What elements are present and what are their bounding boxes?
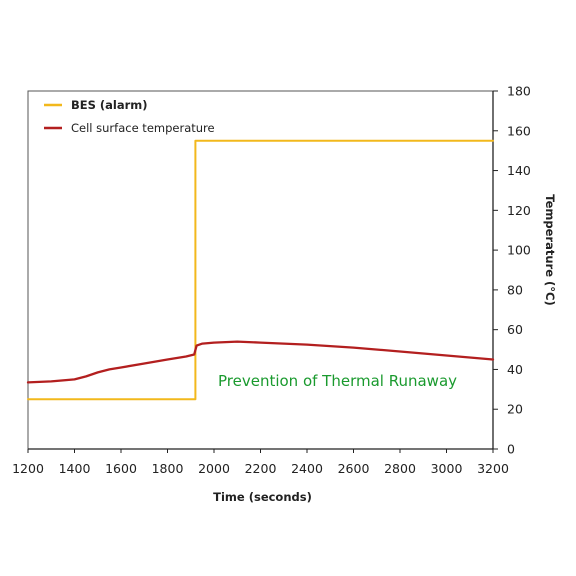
x-tick-label: 1800 bbox=[152, 461, 184, 476]
y-tick-label: 0 bbox=[507, 442, 515, 457]
axes: 1200 1400 1600 1800 2000 2200 2400 2600 2800 3000… bbox=[12, 84, 531, 477]
x-tick-label: 1400 bbox=[59, 461, 91, 476]
x-tick-label: 2600 bbox=[338, 461, 370, 476]
legend: BES (alarm) Cell surface temperature bbox=[44, 98, 215, 135]
x-tick-label: 2200 bbox=[245, 461, 277, 476]
y-tick-label: 120 bbox=[507, 203, 531, 218]
x-tick-label: 2800 bbox=[384, 461, 416, 476]
x-tick-label: 3000 bbox=[431, 461, 463, 476]
y-axis-title: Temperature (°C) bbox=[543, 194, 557, 305]
series-line bbox=[27, 139, 494, 401]
x-tick-label: 1600 bbox=[105, 461, 137, 476]
y-tick-label: 80 bbox=[507, 282, 523, 297]
y-tick-label: 100 bbox=[507, 243, 531, 258]
y-tick-label: 160 bbox=[507, 123, 531, 138]
x-tick-label: 2000 bbox=[198, 461, 230, 476]
x-tick-label: 3200 bbox=[477, 461, 509, 476]
plot-frame bbox=[27, 90, 494, 450]
y-tick-label: 140 bbox=[507, 163, 531, 178]
plot-area bbox=[26, 139, 495, 401]
y-tick-label: 60 bbox=[507, 322, 523, 337]
y-tick-label: 180 bbox=[507, 84, 531, 99]
legend-label: Cell surface temperature bbox=[71, 121, 215, 135]
x-tick-label: 1200 bbox=[12, 461, 44, 476]
series-line bbox=[26, 340, 495, 384]
annotation-text: Prevention of Thermal Runaway bbox=[218, 372, 457, 390]
y-tick-label: 40 bbox=[507, 362, 523, 377]
y-tick-label: 20 bbox=[507, 402, 523, 417]
x-axis-title: Time (seconds) bbox=[213, 490, 312, 504]
x-tick-label: 2400 bbox=[291, 461, 323, 476]
legend-label: BES (alarm) bbox=[71, 98, 148, 112]
